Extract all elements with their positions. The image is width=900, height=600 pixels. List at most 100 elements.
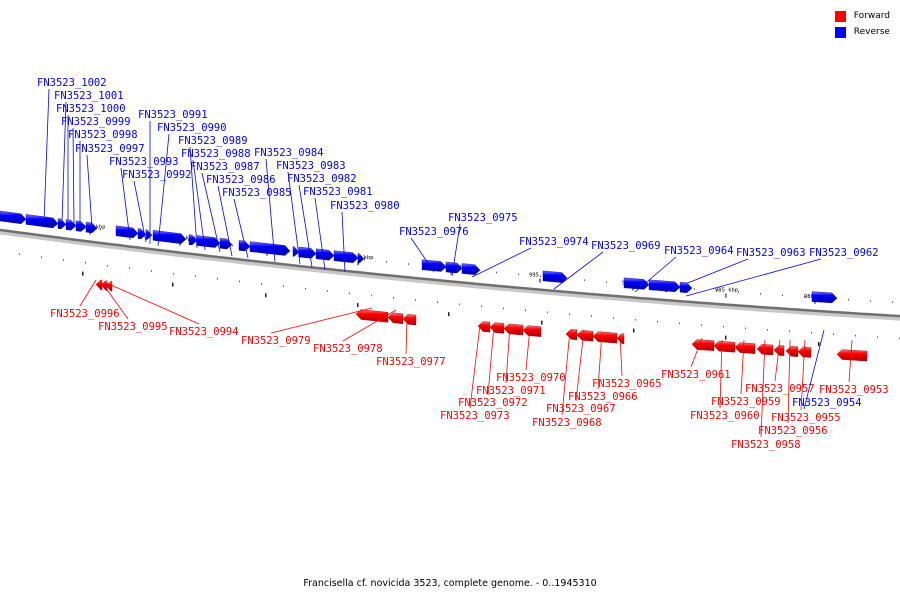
gene-label-fn3523-0969[interactable]: FN3523_0969 [591,240,661,252]
gene-label-fn3523-0984[interactable]: FN3523_0984 [254,147,324,159]
gene-label-fn3523-0977[interactable]: FN3523_0977 [376,356,446,368]
gene-label-fn3523-0953[interactable]: FN3523_0953 [819,384,889,396]
gene-label-fn3523-0979[interactable]: FN3523_0979 [241,335,311,347]
gene-arrow-fn3523-0953[interactable] [836,349,868,362]
gene-label-fn3523-0972[interactable]: FN3523_0972 [458,397,528,409]
gene-label-fn3523-0965[interactable]: FN3523_0965 [592,378,662,390]
gene-label-fn3523-0982[interactable]: FN3523_0982 [287,173,357,185]
gene-arrow-fn3523-0961[interactable] [691,339,715,351]
gene-arrow-fn3523-0991[interactable] [145,229,153,240]
gene-arrow-fn3523-0985[interactable] [249,241,291,256]
gene-arrow-fn3523-0960[interactable] [713,340,736,353]
gene-arrow-fn3523-0993[interactable] [115,225,139,239]
gene-arrow-fn3523-0988[interactable] [196,235,221,248]
gene-label-fn3523-0987[interactable]: FN3523_0987 [190,161,260,173]
gene-label-fn3523-0994[interactable]: FN3523_0994 [169,326,239,338]
gene-label-fn3523-0963[interactable]: FN3523_0963 [736,247,806,259]
gene-label-fn3523-0990[interactable]: FN3523_0990 [157,122,227,134]
gene-label-fn3523-0964[interactable]: FN3523_0964 [664,245,734,257]
gene-arrow-fn3523-0978[interactable] [387,312,404,325]
gene-label-fn3523-0976[interactable]: FN3523_0976 [399,226,469,238]
gene-label-fn3523-0981[interactable]: FN3523_0981 [303,186,373,198]
gene-label-fn3523-0983[interactable]: FN3523_0983 [276,160,346,172]
gene-label-fn3523-0968[interactable]: FN3523_0968 [532,417,602,429]
gene-arrow-fn3523-0981[interactable] [333,250,359,263]
gene-label-fn3523-0980[interactable]: FN3523_0980 [330,200,400,212]
gene-label-fn3523-0999[interactable]: FN3523_0999 [61,116,131,128]
gene-arrow-fn3523-0974[interactable] [461,263,481,275]
gene-label-fn3523-0958[interactable]: FN3523_0958 [731,439,801,451]
gene-label-fn3523-0966[interactable]: FN3523_0966 [568,391,638,403]
gene-label-fn3523-0998[interactable]: FN3523_0998 [68,129,138,141]
gene-label-fn3523-0996[interactable]: FN3523_0996 [50,308,120,320]
gene-arrow-fn3523-0997[interactable] [85,221,98,234]
gene-arrow-fn3523-0970[interactable] [522,325,542,337]
gene-arrow-fn3523-0987[interactable] [219,237,233,250]
gene-callout-line [575,329,585,402]
gene-arrow-fn3523-0982[interactable] [315,248,335,261]
gene-arrow-fn3523-0992[interactable] [137,228,147,240]
gene-label-fn3523-0985[interactable]: FN3523_0985 [222,187,292,199]
gene-label-fn3523-0970[interactable]: FN3523_0970 [496,372,566,384]
gene-arrow-fn3523-0977[interactable] [402,314,417,326]
gene-label-fn3523-0956[interactable]: FN3523_0956 [758,425,828,437]
gene-arrow-fn3523-0975[interactable] [445,261,463,274]
gene-label-fn3523-0954[interactable]: FN3523_0954 [792,397,862,409]
gene-label-fn3523-1001[interactable]: FN3523_1001 [54,90,124,102]
gene-label-fn3523-0959[interactable]: FN3523_0959 [711,396,781,408]
gene-label-fn3523-0955[interactable]: FN3523_0955 [771,412,841,424]
minor-tick [82,271,84,276]
gene-arrow-fn3523-0984[interactable] [292,246,300,257]
gene-label-fn3523-0995[interactable]: FN3523_0995 [98,321,168,333]
guide-dot [613,317,614,319]
gene-label-fn3523-0974[interactable]: FN3523_0974 [519,236,589,248]
gene-label-fn3523-0986[interactable]: FN3523_0986 [206,174,276,186]
gene-arrow-fn3523-1000[interactable] [57,218,67,230]
gene-label-fn3523-1000[interactable]: FN3523_1000 [56,103,126,115]
gene-arrow-fn3523-0964[interactable] [623,277,650,290]
gene-arrow-fn3523-0980[interactable] [357,252,365,264]
gene-arrow-fn3523-0962[interactable] [679,281,693,293]
gene-arrow-fn3523-0994[interactable] [105,280,113,292]
gene-label-fn3523-1002[interactable]: FN3523_1002 [37,77,107,89]
gene-arrow-fn3523-0999[interactable] [65,219,77,231]
gene-label-fn3523-0989[interactable]: FN3523_0989 [178,135,248,147]
gene-label-fn3523-0992[interactable]: FN3523_0992 [122,169,192,181]
gene-label-fn3523-0975[interactable]: FN3523_0975 [448,212,518,224]
gene-label-fn3523-0967[interactable]: FN3523_0967 [546,403,616,415]
gene-callout-line [760,339,766,438]
gene-label-fn3523-0973[interactable]: FN3523_0973 [440,410,510,422]
gene-arrow-fn3523-0959[interactable] [734,342,756,354]
gene-label-fn3523-0961[interactable]: FN3523_0961 [661,369,731,381]
gene-arrow-fn3523-0979[interactable] [355,309,389,323]
gene-arrow-fn3523-0968[interactable] [565,329,578,341]
gene-label-fn3523-0997[interactable]: FN3523_0997 [75,143,145,155]
gene-label-fn3523-0978[interactable]: FN3523_0978 [313,343,383,355]
gene-arrow-fn3523-0983[interactable] [298,246,317,259]
gene-label-fn3523-0971[interactable]: FN3523_0971 [476,385,546,397]
gene-label-fn3523-0991[interactable]: FN3523_0991 [138,109,208,121]
gene-arrow-fn3523-0976[interactable] [421,259,447,272]
gene-label-fn3523-0988[interactable]: FN3523_0988 [181,148,251,160]
gene-arrow-fn3523-0990[interactable] [152,230,187,244]
gene-arrow-fn3523-0956[interactable] [785,345,799,357]
gene-arrow-fn3523-0954[interactable] [811,291,838,304]
forward-swatch [834,10,846,22]
gene-arrow-fn3523-0966[interactable] [592,331,618,344]
gene-callout-line [341,211,346,273]
gene-arrow-fn3523-0973[interactable] [477,321,491,333]
gene-arrow-fn3523-0972[interactable] [489,322,505,334]
gene-arrow-fn3523-0969[interactable] [542,270,568,283]
gene-arrow-fn3523-1002[interactable] [0,210,27,225]
gene-label-fn3523-0957[interactable]: FN3523_0957 [745,383,815,395]
gene-arrow-fn3523-0989[interactable] [188,234,198,246]
gene-arrow-fn3523-0963[interactable] [648,279,681,293]
gene-label-fn3523-0960[interactable]: FN3523_0960 [690,410,760,422]
gene-arrow-fn3523-0967[interactable] [576,330,594,342]
gene-arrow-fn3523-0971[interactable] [503,323,524,336]
guide-dot [540,275,541,278]
gene-arrow-fn3523-1001[interactable] [25,214,59,229]
gene-label-fn3523-0962[interactable]: FN3523_0962 [809,247,879,259]
gene-arrow-fn3523-0996[interactable] [95,279,103,291]
gene-label-fn3523-0993[interactable]: FN3523_0993 [109,156,179,168]
